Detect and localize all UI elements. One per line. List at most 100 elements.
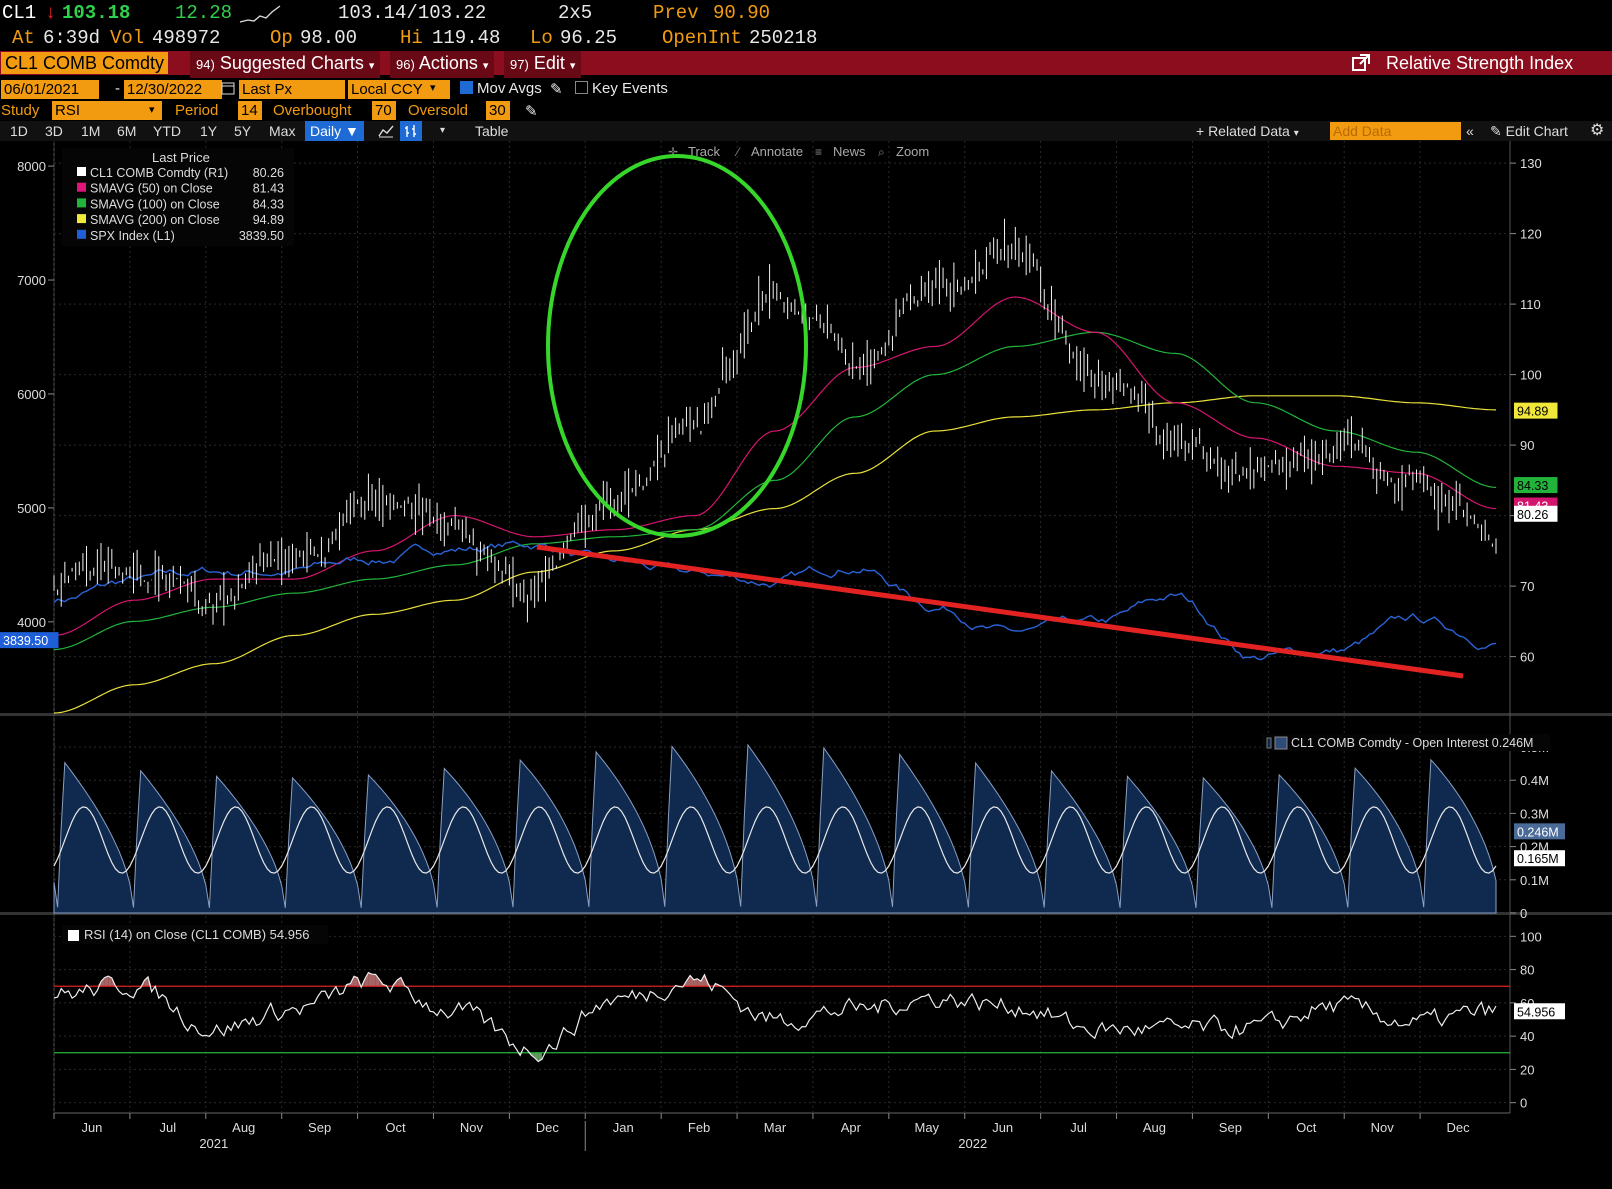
range-1y-button[interactable]: 1Y xyxy=(200,123,218,139)
panel-divider xyxy=(0,713,1612,716)
track-tool[interactable]: Track xyxy=(688,144,721,159)
overbought-input[interactable]: 70 xyxy=(372,101,396,120)
range-ytd-button[interactable]: YTD xyxy=(153,123,181,139)
chart-toolbar: 1D 3D 1M 6M YTD 1Y 5Y Max Daily ▼ ▾ Tabl… xyxy=(0,121,1612,141)
range-1d-button[interactable]: 1D xyxy=(10,123,28,139)
range-6m-button[interactable]: 6M xyxy=(117,123,137,139)
right-tick-label: 60 xyxy=(1520,650,1534,665)
date-controls: 06/01/2021 - 12/30/2022 Last Px Local CC… xyxy=(0,78,1612,100)
currency-select[interactable]: Local CCY xyxy=(348,80,450,99)
pencil-icon[interactable]: ✎ xyxy=(525,103,538,120)
frequency-select[interactable]: Daily ▼ xyxy=(305,121,364,141)
range-max-button[interactable]: Max xyxy=(269,123,296,139)
suggested-charts-label: Suggested Charts xyxy=(219,53,364,73)
month-tick-label: Aug xyxy=(1143,1120,1166,1135)
security-field[interactable]: CL1 COMB Comdty xyxy=(1,52,169,74)
legend-label: CL1 COMB Comdty (R1) xyxy=(90,166,228,180)
sma100-badge-box xyxy=(1514,477,1558,494)
overbought-label: Overbought xyxy=(273,102,352,119)
pencil-icon[interactable]: ✎ xyxy=(550,81,563,98)
date-separator: - xyxy=(115,80,120,97)
oi-ma-badge-box xyxy=(1514,850,1565,867)
month-tick-label: Jun xyxy=(81,1120,102,1135)
edit-label: Edit xyxy=(533,53,565,73)
grid xyxy=(0,141,1612,1114)
sma50-line xyxy=(53,296,1497,636)
red-trendline-annotation[interactable] xyxy=(536,544,1464,679)
study-label: Study xyxy=(1,102,40,119)
month-tick-label: Oct xyxy=(1296,1120,1317,1135)
mov-avgs-label: Mov Avgs xyxy=(477,80,542,97)
open-value: 98.00 xyxy=(300,27,358,49)
gear-icon[interactable]: ⚙ xyxy=(1590,122,1605,139)
annotate-tool[interactable]: Annotate xyxy=(751,144,803,159)
oi-tick-label: 0.4M xyxy=(1520,773,1549,788)
low-value: 96.25 xyxy=(560,27,618,49)
low-label: Lo xyxy=(530,27,553,49)
checkbox-checked-icon xyxy=(460,81,473,94)
sma100-line xyxy=(53,331,1497,651)
oi-value: 250218 xyxy=(749,27,818,49)
right-tick-label: 110 xyxy=(1520,297,1541,312)
left-tick-label: 7000 xyxy=(17,273,46,288)
bar-chart-icon[interactable] xyxy=(400,121,422,141)
oi-badge: 0.246M xyxy=(1517,825,1559,839)
chevron-down-icon[interactable]: ▾ xyxy=(440,125,446,136)
period-input[interactable]: 14 xyxy=(238,101,262,120)
vol-value: 498972 xyxy=(152,27,221,49)
mov-avgs-checkbox[interactable]: Mov Avgs xyxy=(460,80,542,97)
checkbox-unchecked-icon xyxy=(575,81,588,94)
edit-chart-button[interactable]: ✎ Edit Chart xyxy=(1490,121,1568,141)
right-tick-label: 100 xyxy=(1520,368,1542,383)
green-ellipse-annotation[interactable] xyxy=(546,154,808,538)
line-chart-icon[interactable] xyxy=(378,121,394,141)
suggested-charts-menu[interactable]: 94) Suggested Charts ▾ xyxy=(190,51,381,78)
table-button[interactable]: Table xyxy=(475,123,509,139)
legend-swatch xyxy=(77,229,86,239)
oversold-fill xyxy=(534,1052,539,1062)
oi-label: OpenInt xyxy=(662,27,742,49)
range-5y-button[interactable]: 5Y xyxy=(234,123,252,139)
month-tick-label: Sep xyxy=(308,1120,331,1135)
right-tick-label: 90 xyxy=(1520,438,1534,453)
chart-area[interactable]: Track Annotate News Zoom ✛ ⁄ ≡ ⌕ Last Pr… xyxy=(0,141,1612,1189)
start-date-input[interactable]: 06/01/2021 xyxy=(1,80,99,99)
month-tick-label: Jun xyxy=(992,1120,1013,1135)
month-tick-label: Dec xyxy=(1446,1120,1470,1135)
rsi-badge-box xyxy=(1514,1003,1565,1020)
study-select[interactable]: RSI xyxy=(52,101,162,120)
zoom-tool[interactable]: Zoom xyxy=(896,144,929,159)
key-events-checkbox[interactable]: Key Events xyxy=(575,80,668,97)
calendar-icon[interactable] xyxy=(221,81,235,99)
sparkline-icon xyxy=(239,5,281,23)
last-price-badge-box xyxy=(1514,505,1558,522)
legend-value: 94.89 xyxy=(253,213,284,227)
edit-menu[interactable]: 97) Edit ▾ xyxy=(504,51,582,78)
related-data-button[interactable]: + Related Data ▾ xyxy=(1196,121,1299,144)
suggested-charts-num: 94) xyxy=(196,57,215,72)
month-tick-label: Aug xyxy=(232,1120,255,1135)
add-data-input[interactable]: Add Data xyxy=(1330,122,1461,140)
ticker: CL1 xyxy=(2,2,37,24)
bid-ask: 103.14/103.22 xyxy=(338,2,487,24)
range-3d-button[interactable]: 3D xyxy=(45,123,63,139)
collapse-icon[interactable]: « xyxy=(1466,123,1474,139)
news-tool[interactable]: News xyxy=(833,144,866,159)
month-tick-label: Mar xyxy=(764,1120,787,1135)
spx-line xyxy=(53,540,1497,661)
actions-menu[interactable]: 96) Actions ▾ xyxy=(390,51,495,78)
oversold-input[interactable]: 30 xyxy=(486,101,510,120)
quote-header-line-2: At 6:39d Vol 498972 Op 98.00 Hi 119.48 L… xyxy=(0,26,1612,50)
price-legend: Last Price CL1 COMB Comdty (R1) 80.26 SMAV… xyxy=(62,148,294,246)
month-tick-label: Jul xyxy=(160,1120,177,1135)
month-tick-label: Jul xyxy=(1070,1120,1087,1135)
overbought-fill xyxy=(690,975,694,987)
end-date-input[interactable]: 12/30/2022 xyxy=(124,80,222,99)
vol-label: Vol xyxy=(110,27,145,49)
range-1m-button[interactable]: 1M xyxy=(81,123,101,139)
sma200-badge: 94.89 xyxy=(1517,405,1548,419)
popout-icon[interactable] xyxy=(1352,54,1370,77)
field-select[interactable]: Last Px xyxy=(239,80,345,99)
price-panel xyxy=(53,154,1497,714)
overbought-fill xyxy=(104,976,109,987)
